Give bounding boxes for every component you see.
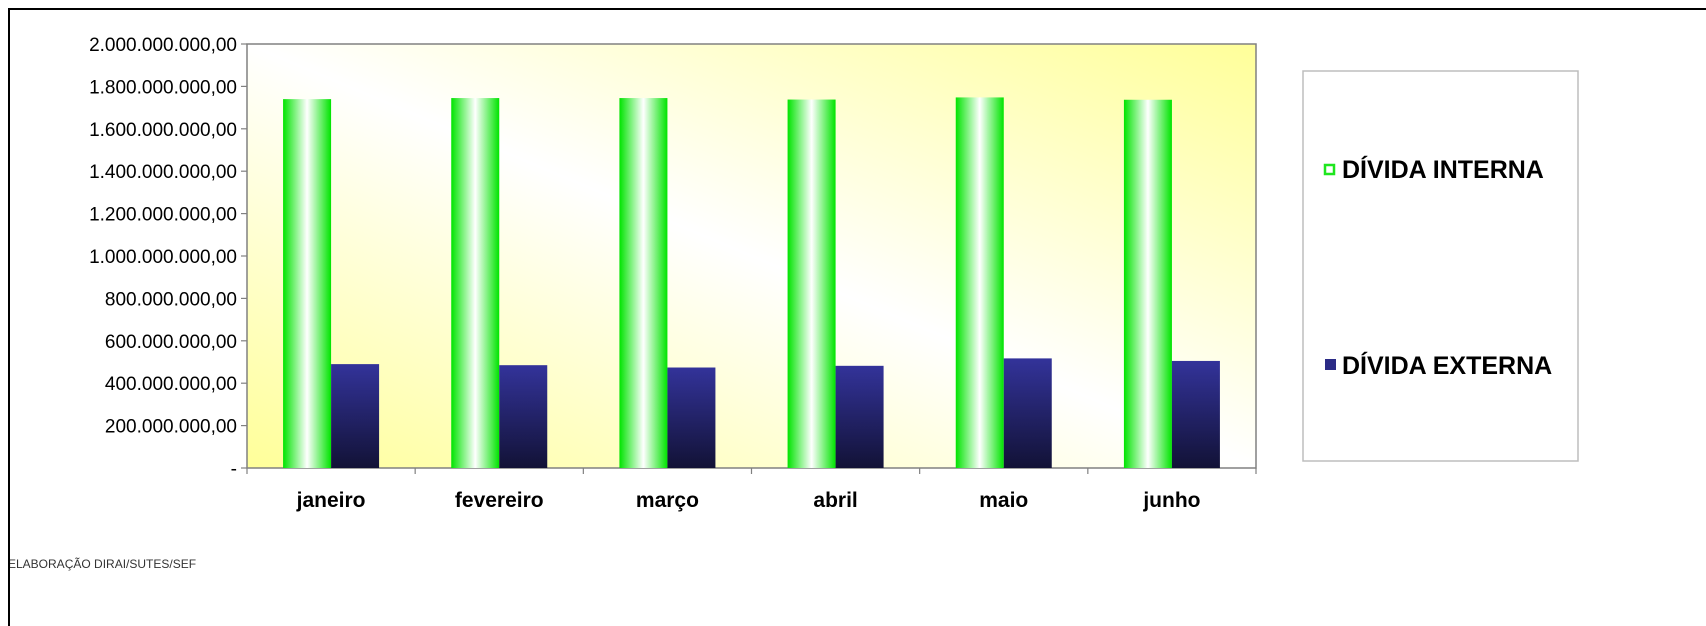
bar-divida-externa	[835, 365, 884, 468]
bar-divida-externa	[1171, 360, 1220, 468]
bar-divida-interna	[1123, 99, 1172, 469]
legend-swatch-externa	[1325, 359, 1336, 370]
y-tick-label: 400.000.000,00	[105, 374, 237, 395]
legend-box	[1302, 70, 1579, 462]
chart-frame: - 200.000.000,00 400.000.000,00 600.000.000…	[8, 8, 1706, 626]
y-tick-label: 1.400.000.000,00	[89, 162, 237, 183]
y-tick-label: 1.000.000.000,00	[89, 247, 237, 268]
bar-divida-interna	[955, 97, 1004, 468]
bar-divida-externa	[667, 367, 716, 468]
y-tick-label: 800.000.000,00	[105, 289, 237, 310]
bar-divida-externa	[499, 365, 548, 468]
bar-divida-interna	[787, 99, 836, 468]
y-axis: - 200.000.000,00 400.000.000,00 600.000.000…	[89, 35, 247, 480]
bar-divida-interna	[619, 98, 668, 468]
y-tick-label: -	[231, 459, 237, 480]
x-category-label: junho	[1142, 489, 1200, 512]
x-category-label: abril	[813, 489, 857, 512]
x-category-label: maio	[979, 489, 1028, 512]
bar-chart: - 200.000.000,00 400.000.000,00 600.000.000…	[10, 35, 1579, 571]
legend-label-interna: DÍVIDA INTERNA	[1342, 155, 1544, 184]
y-tick-label: 600.000.000,00	[105, 332, 237, 353]
bar-divida-externa	[1003, 358, 1052, 468]
x-category-label: fevereiro	[455, 489, 544, 512]
y-tick-label: 1.800.000.000,00	[89, 77, 237, 98]
source-note: ELABORAÇÃO DIRAI/SUTES/SEF	[10, 557, 196, 571]
legend-label-externa: DÍVIDA EXTERNA	[1342, 351, 1552, 380]
x-axis: janeiro fevereiro março abril maio junho	[246, 468, 1257, 512]
bar-divida-interna	[283, 99, 332, 469]
y-tick-label: 1.200.000.000,00	[89, 205, 237, 226]
bar-divida-interna	[451, 98, 500, 468]
x-category-label: março	[636, 489, 699, 512]
y-tick-label: 200.000.000,00	[105, 417, 237, 438]
x-category-label: janeiro	[296, 489, 366, 512]
legend-swatch-interna	[1323, 163, 1336, 176]
bars	[283, 97, 1220, 469]
y-tick-label: 2.000.000.000,00	[89, 35, 237, 56]
bar-divida-externa	[331, 364, 380, 468]
plot-area	[246, 43, 1257, 469]
y-tick-label: 1.600.000.000,00	[89, 120, 237, 141]
